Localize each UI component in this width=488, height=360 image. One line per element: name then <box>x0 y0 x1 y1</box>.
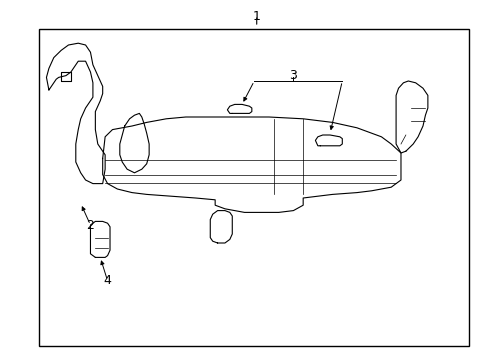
Text: 1: 1 <box>252 10 260 23</box>
Text: 4: 4 <box>103 274 111 287</box>
Text: 3: 3 <box>289 69 297 82</box>
Bar <box>39 29 468 346</box>
Text: 2: 2 <box>86 219 94 231</box>
